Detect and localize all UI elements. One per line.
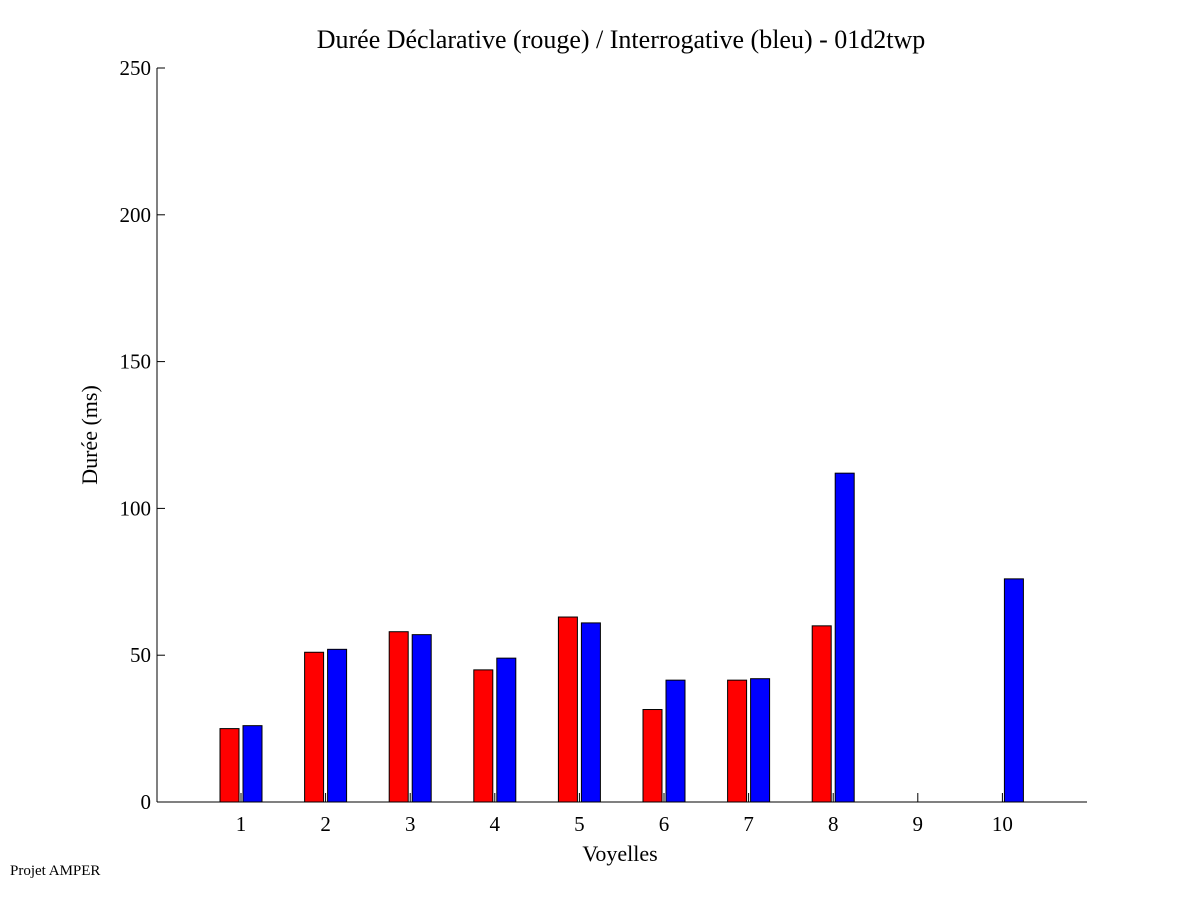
- bar-series-2-cat-7: [750, 678, 771, 803]
- x-tick-label: 4: [490, 812, 501, 836]
- bar-series-1-cat-8: [811, 625, 832, 803]
- y-tick-label: 100: [120, 496, 152, 520]
- bar-series-2-cat-6: [665, 679, 686, 803]
- chart-title: Durée Déclarative (rouge) / Interrogativ…: [317, 25, 926, 54]
- x-tick-label: 5: [574, 812, 585, 836]
- bar-series-1-cat-1: [219, 728, 240, 803]
- x-axis-label: Voyelles: [582, 841, 657, 866]
- x-tick-label: 10: [992, 812, 1013, 836]
- x-tick-label: 1: [236, 812, 247, 836]
- x-tick-label: 9: [913, 812, 924, 836]
- bar-series-1-cat-3: [388, 631, 409, 803]
- x-tick-label: 2: [320, 812, 331, 836]
- bar-series-2-cat-3: [411, 634, 432, 803]
- y-tick-label: 0: [141, 790, 152, 814]
- bar-series-2-cat-1: [242, 725, 263, 803]
- x-tick-label: 3: [405, 812, 416, 836]
- y-tick-label: 200: [120, 203, 152, 227]
- bar-series-1-cat-4: [473, 669, 494, 803]
- bar-series-2-cat-4: [496, 657, 517, 803]
- bar-series-2-cat-5: [580, 622, 601, 803]
- y-tick-label: 150: [120, 350, 152, 374]
- bars: [219, 472, 1024, 803]
- bar-series-2-cat-2: [327, 648, 348, 803]
- bar-series-1-cat-6: [642, 709, 663, 803]
- bar-series-1-cat-2: [304, 651, 325, 803]
- bar-series-2-cat-10: [1003, 578, 1024, 803]
- x-tick-label: 6: [659, 812, 670, 836]
- y-axis-ticks: 0 50 100 150 200 250: [120, 56, 165, 814]
- bar-series-1-cat-7: [727, 679, 748, 803]
- bar-series-2-cat-8: [834, 472, 855, 803]
- x-axis-ticks: 1 2 3 4 5 6 7 8 9 10: [236, 793, 1013, 836]
- bar-series-1-cat-5: [557, 616, 578, 803]
- y-tick-label: 50: [130, 643, 151, 667]
- x-tick-label: 8: [828, 812, 839, 836]
- y-tick-label: 250: [120, 56, 152, 80]
- y-axis-label: Durée (ms): [77, 385, 102, 485]
- axes: [156, 68, 1087, 803]
- x-tick-label: 7: [743, 812, 754, 836]
- footer-credit: Projet AMPER: [10, 863, 101, 879]
